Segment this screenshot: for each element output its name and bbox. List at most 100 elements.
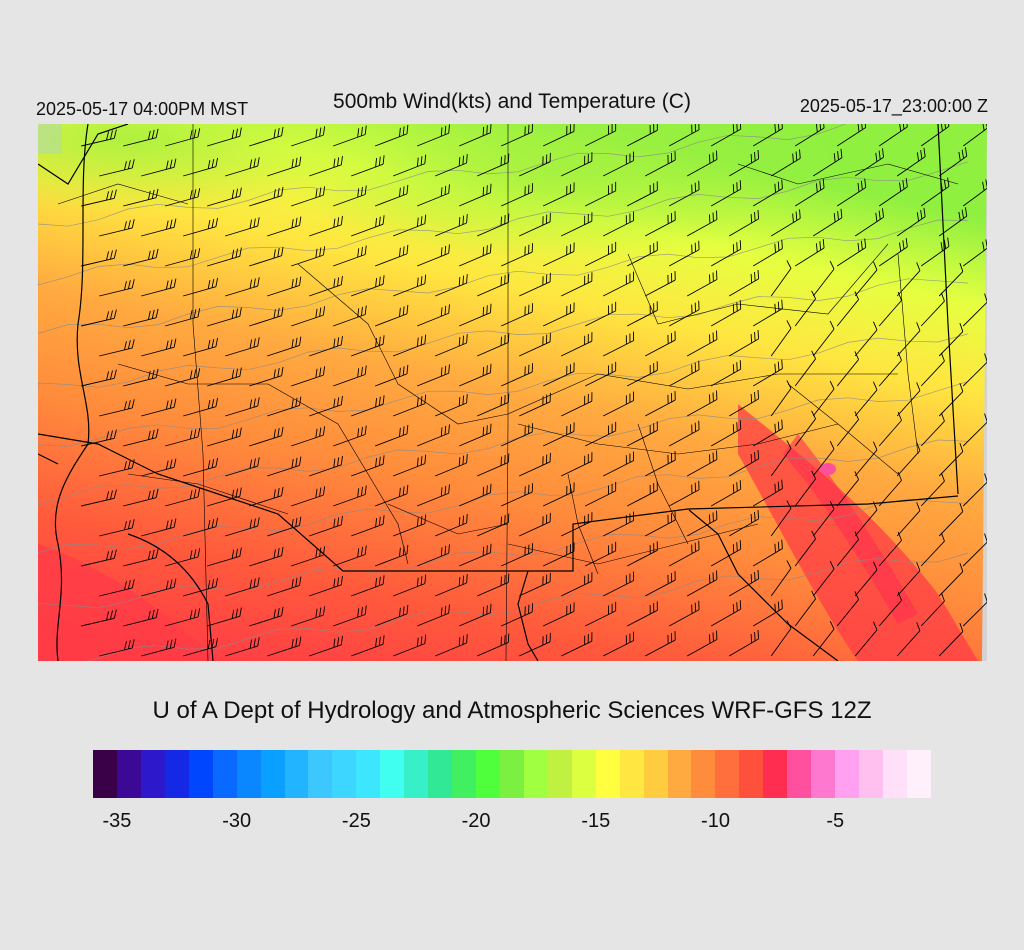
wind-barb [519, 332, 551, 357]
wind-barb [393, 154, 427, 177]
wind-barb [183, 577, 219, 597]
wind-barb [477, 333, 510, 357]
wind-barb [417, 124, 450, 147]
color-scale-cell [787, 750, 812, 798]
wind-barb [141, 458, 177, 477]
wind-barb [99, 339, 135, 357]
wind-barb [141, 338, 177, 357]
wind-barb [938, 442, 964, 477]
wind-barb [728, 389, 760, 417]
wind-barb [752, 479, 783, 507]
color-scale-cell [212, 750, 237, 798]
color-scale-cell [571, 750, 596, 798]
wind-barb [183, 457, 219, 477]
wind-barb [686, 210, 718, 237]
wind-barb [896, 562, 921, 597]
wind-barb [752, 179, 783, 207]
wind-barb [501, 423, 534, 447]
wind-barb [267, 456, 302, 477]
wind-barb [938, 322, 964, 357]
isotherm [38, 381, 969, 506]
wind-barb [81, 549, 117, 567]
wind-barb [207, 307, 242, 327]
wind-barb [123, 608, 159, 627]
wind-barb [794, 410, 816, 447]
wind-barb [501, 183, 534, 207]
wind-barb [225, 457, 260, 477]
wind-barb [836, 291, 859, 327]
color-scale-cell [308, 750, 333, 798]
wind-barb [710, 300, 742, 327]
wind-barb [602, 571, 634, 597]
wind-barb [962, 473, 987, 507]
wind-barb [920, 352, 945, 387]
wind-barb [183, 217, 219, 237]
wind-barb [770, 320, 792, 357]
wind-barb [417, 244, 450, 267]
wind-barb [752, 359, 783, 387]
wind-barb [225, 397, 260, 417]
temperature-wind-map [38, 124, 987, 661]
wind-barb [225, 217, 260, 237]
wind-barb [435, 394, 468, 417]
wind-barb [393, 574, 427, 597]
wind-barb [333, 425, 367, 447]
wind-barb [351, 635, 385, 657]
wind-barb [938, 622, 964, 657]
wind-barb [812, 380, 835, 417]
color-scale-cell [452, 750, 476, 798]
wind-barb [249, 126, 284, 147]
wind-barb [794, 290, 816, 327]
wind-barb [165, 248, 201, 267]
wind-barb [836, 351, 859, 387]
wind-barb [141, 278, 177, 297]
color-scale-cell [476, 750, 500, 798]
wind-barb [333, 245, 367, 267]
wind-barb [81, 189, 117, 207]
color-scale-cell [140, 750, 165, 798]
wind-barb [878, 124, 908, 147]
wind-barb [81, 309, 117, 327]
wind-barb [644, 631, 676, 657]
wind-barb [854, 208, 884, 237]
wind-barb [962, 353, 987, 387]
wind-barb [896, 442, 921, 477]
wind-barb [896, 502, 921, 537]
color-scale-tick-label: -15 [581, 810, 611, 832]
wind-barb [249, 426, 284, 447]
wind-barb [962, 239, 987, 267]
wind-barb [752, 419, 783, 447]
wind-barb [417, 484, 450, 507]
wind-barb [291, 126, 326, 147]
wind-barb [333, 485, 367, 507]
wind-barb [225, 277, 260, 297]
wind-barb [375, 244, 409, 267]
wind-barb [501, 124, 534, 147]
wind-barb [710, 240, 742, 267]
color-scale-cell [763, 750, 788, 798]
wind-barb [752, 239, 783, 267]
color-scale-tick-label: -20 [461, 810, 491, 832]
wind-barb [333, 545, 367, 567]
wind-barb [501, 243, 534, 267]
wind-barb [477, 153, 510, 177]
wind-barb [752, 539, 783, 567]
wind-barb [435, 514, 468, 537]
wind-barb [291, 486, 326, 507]
wind-barb [962, 593, 987, 627]
color-scale-cell [93, 750, 117, 798]
wind-barb [99, 219, 135, 237]
wind-barb [207, 547, 242, 567]
wind-barb [141, 398, 177, 417]
wind-barb [710, 480, 742, 507]
wind-barb [644, 331, 676, 357]
wind-barb [123, 308, 159, 327]
wind-barb [644, 451, 676, 477]
wind-barb [561, 212, 593, 237]
color-scale-cell [236, 750, 261, 798]
wind-barb [584, 421, 617, 447]
wind-barb [962, 124, 987, 147]
color-scale-tick-label: -30 [222, 810, 252, 832]
wind-barb [351, 395, 385, 417]
wind-barb [728, 209, 760, 237]
